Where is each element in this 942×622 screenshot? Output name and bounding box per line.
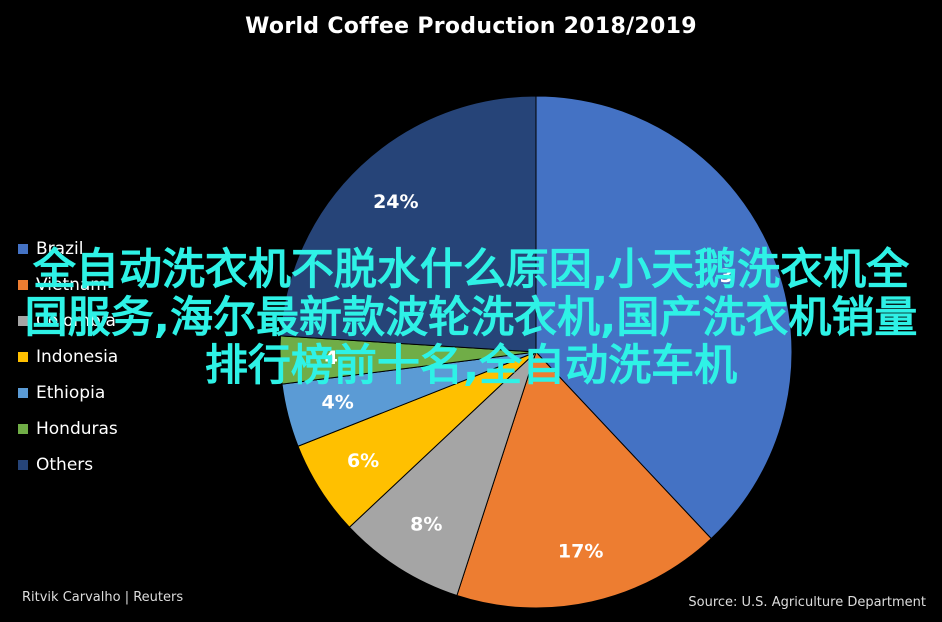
chart-legend: Brazil Vietnam Colombia Indonesia Ethiop…	[18, 231, 118, 483]
legend-label-indonesia: Indonesia	[36, 347, 119, 367]
legend-swatch-honduras	[18, 424, 28, 434]
legend-item-vietnam: Vietnam	[18, 267, 118, 303]
pie-label-ethiopia: 4%	[322, 391, 354, 413]
legend-label-vietnam: Vietnam	[36, 275, 107, 295]
legend-label-brazil: Brazil	[36, 239, 84, 259]
pie-slice-colombia	[348, 351, 537, 597]
legend-item-colombia: Colombia	[18, 303, 118, 339]
legend-label-others: Others	[36, 455, 94, 475]
pie-slice-brazil	[535, 95, 793, 540]
pie-slice-vietnam	[456, 351, 712, 609]
credit-text: Ritvik Carvalho | Reuters	[22, 590, 184, 605]
legend-swatch-vietnam	[18, 280, 28, 290]
source-text: Source: U.S. Agriculture Department	[688, 595, 926, 610]
legend-swatch-ethiopia	[18, 388, 28, 398]
pie-label-others: 24%	[373, 191, 418, 213]
legend-label-ethiopia: Ethiopia	[36, 383, 106, 403]
chart-title: World Coffee Production 2018/2019	[245, 14, 697, 39]
legend-swatch-indonesia	[18, 352, 28, 362]
legend-item-others: Others	[18, 447, 118, 483]
overlay-text: 全自动洗衣机不脱水什么原因,小天鹅洗衣机全国服务,海尔最新款波轮洗衣机,国产洗衣…	[24, 245, 918, 391]
legend-swatch-colombia	[18, 316, 28, 326]
pie-slice-others	[279, 95, 537, 353]
pie-label-brazil: 3	[720, 265, 733, 287]
legend-item-ethiopia: Ethiopia	[18, 375, 118, 411]
legend-item-brazil: Brazil	[18, 231, 118, 267]
pie-label-colombia: 8%	[410, 513, 442, 535]
legend-label-colombia: Colombia	[36, 311, 116, 331]
legend-swatch-others	[18, 460, 28, 470]
legend-item-indonesia: Indonesia	[18, 339, 118, 375]
pie-label-indonesia: 6%	[347, 450, 379, 472]
legend-label-honduras: Honduras	[36, 419, 118, 439]
pie-label-vietnam: 17%	[558, 540, 603, 562]
pie-label-honduras: 4	[325, 347, 338, 369]
legend-swatch-brazil	[18, 244, 28, 254]
legend-item-honduras: Honduras	[18, 411, 118, 447]
